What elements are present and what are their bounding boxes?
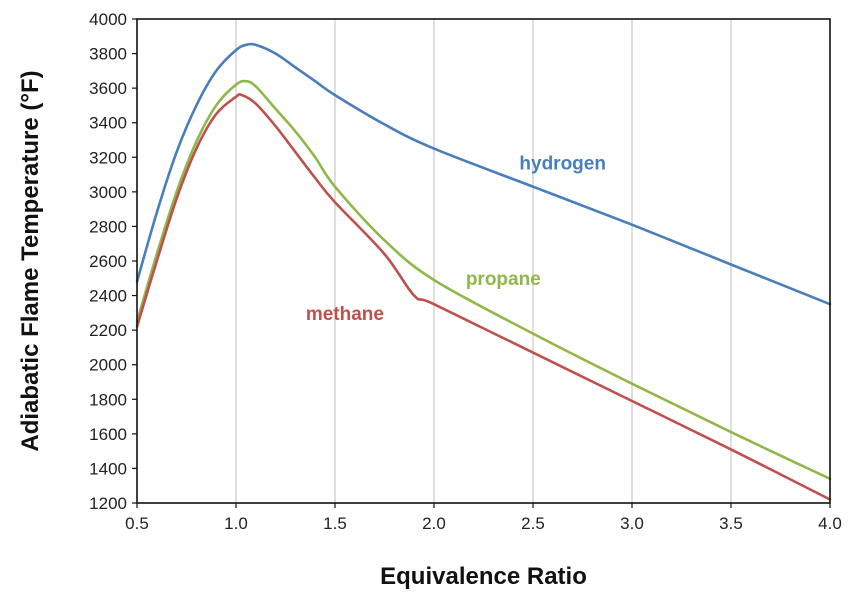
- y-tick-label: 3200: [89, 148, 127, 167]
- y-tick-label: 3600: [89, 79, 127, 98]
- x-tick-label: 4.0: [818, 514, 842, 533]
- x-tick-label: 3.5: [719, 514, 743, 533]
- x-axis-title: Equivalence Ratio: [380, 563, 587, 590]
- y-tick-label: 4000: [89, 10, 127, 29]
- y-tick-label: 1800: [89, 390, 127, 409]
- series-line-methane: [135, 92, 832, 501]
- y-tick-label: 2800: [89, 217, 127, 236]
- y-tick-label: 1200: [89, 494, 127, 513]
- x-tick-label: 1.5: [323, 514, 347, 533]
- y-tick-label: 2600: [89, 252, 127, 271]
- y-tick-label: 1600: [89, 425, 127, 444]
- y-tick-label: 2200: [89, 321, 127, 340]
- series-label-propane: propane: [466, 269, 541, 290]
- x-tick-label: 2.5: [521, 514, 545, 533]
- y-tick-label: 1400: [89, 459, 127, 478]
- grid-lines: [132, 18, 831, 508]
- x-tick-label: 3.0: [620, 514, 644, 533]
- series-label-methane: methane: [306, 304, 384, 325]
- plot-area-border: [136, 18, 831, 504]
- y-tick-label: 2000: [89, 356, 127, 375]
- y-tick-label: 3400: [89, 114, 127, 133]
- series-line-hydrogen: [135, 42, 832, 306]
- x-tick-label: 0.5: [125, 514, 149, 533]
- y-tick-label: 3000: [89, 183, 127, 202]
- x-tick-label: 1.0: [224, 514, 248, 533]
- x-tick-label: 2.0: [422, 514, 446, 533]
- y-tick-label: 3800: [89, 45, 127, 64]
- y-tick-labels: 1200 1400 1600 1800 2000 2200 2400 2600 2800 3000…: [89, 10, 127, 513]
- x-tick-labels: 0.5 1.0 1.5 2.0 2.5 3.0 3.5 4.0: [125, 514, 842, 533]
- series-labels: hydrogen propane methane: [306, 153, 606, 324]
- series-line-propane: [135, 79, 832, 481]
- series-label-hydrogen: hydrogen: [519, 153, 606, 174]
- y-axis-title: Adiabatic Flame Temperature (°F): [17, 70, 44, 451]
- series-lines: [135, 42, 832, 501]
- y-tick-label: 2400: [89, 287, 127, 306]
